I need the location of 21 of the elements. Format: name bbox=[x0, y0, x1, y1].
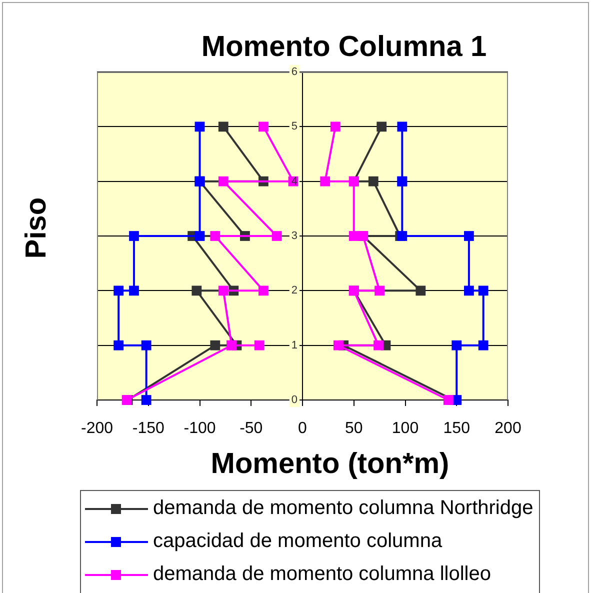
x-tick-label: 150 bbox=[443, 420, 470, 438]
x-tick-label: 100 bbox=[392, 420, 419, 438]
x-tick-label: -50 bbox=[240, 420, 263, 438]
y-tick-label: 4 bbox=[291, 175, 298, 188]
y-tick-label: 1 bbox=[291, 339, 298, 352]
y-tick-label: 5 bbox=[291, 120, 298, 133]
legend-label: capacidad de momento columna bbox=[153, 530, 442, 553]
x-axis-title: Momento (ton*m) bbox=[210, 448, 450, 480]
x-tick-label: -150 bbox=[132, 420, 164, 438]
legend-label: demanda de momento columna Northridge bbox=[153, 497, 534, 520]
y-tick-label: 0 bbox=[291, 394, 298, 406]
y-tick-label: 3 bbox=[291, 230, 298, 242]
y-tick-label: 6 bbox=[291, 66, 298, 78]
x-tick-label: 200 bbox=[494, 420, 522, 438]
x-tick-label: -100 bbox=[184, 420, 216, 438]
x-tick-label: -200 bbox=[80, 420, 114, 438]
chart-title: Momento Columna 1 bbox=[201, 31, 487, 63]
x-tick-label: 50 bbox=[344, 420, 363, 438]
y-tick-label: 2 bbox=[291, 284, 298, 297]
y-axis-title: Piso bbox=[20, 197, 52, 259]
legend-label: demanda de momento columna llolleo bbox=[153, 563, 491, 586]
